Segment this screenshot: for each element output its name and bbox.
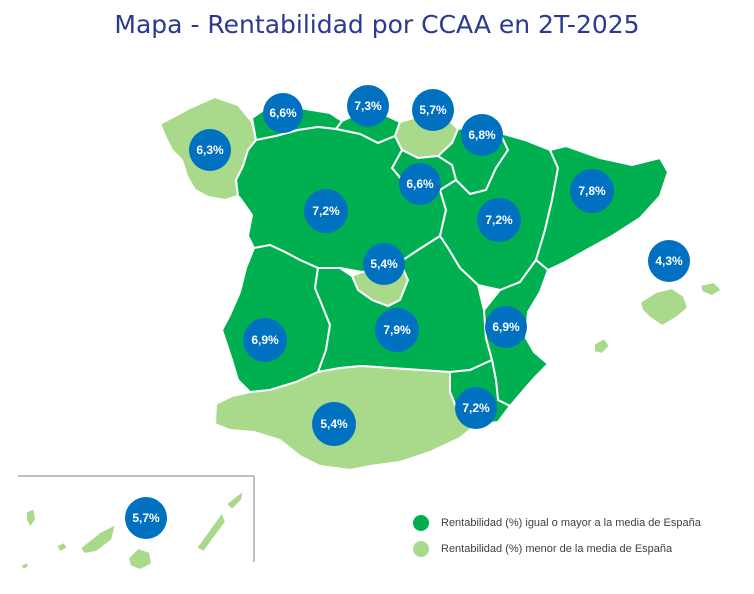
region-canarias-lanzarote[interactable] [224, 487, 246, 512]
region-canarias-fuerteventura[interactable] [194, 509, 228, 554]
value-label: 5,7% [419, 103, 447, 117]
bubble-galicia: 6,3% [189, 129, 231, 171]
bubble-cantabria: 7,3% [347, 85, 389, 127]
legend-label-above: Rentabilidad (%) igual o mayor a la medi… [441, 517, 701, 529]
bubble-castilla-y-leon: 7,2% [304, 189, 348, 233]
value-label: 5,4% [370, 257, 398, 271]
legend-swatch-above [413, 515, 429, 531]
bubble-andalucia: 5,4% [312, 402, 356, 446]
region-canarias-gomera[interactable] [54, 540, 70, 554]
region-baleares-mallorca[interactable] [638, 286, 690, 328]
canarias-inset [18, 475, 255, 572]
legend: Rentabilidad (%) igual o mayor a la medi… [413, 510, 743, 562]
legend-label-below: Rentabilidad (%) menor de la media de Es… [441, 543, 673, 555]
value-label: 7,3% [354, 99, 382, 113]
value-label: 7,9% [383, 323, 411, 337]
bubble-canarias: 5,7% [125, 497, 167, 539]
value-label: 6,9% [251, 333, 279, 347]
bubble-castilla-la-mancha: 7,9% [375, 308, 419, 352]
region-canarias-lapalma[interactable] [25, 506, 38, 530]
region-canarias-grancanaria[interactable] [126, 546, 154, 572]
bubble-la-rioja: 6,6% [399, 163, 441, 205]
bubble-cataluna: 7,8% [570, 169, 614, 213]
bubble-murcia: 7,2% [455, 387, 497, 429]
value-label: 7,2% [462, 401, 490, 415]
region-baleares-menorca[interactable] [698, 280, 724, 298]
value-label: 6,6% [269, 106, 297, 120]
value-label: 6,6% [406, 177, 434, 191]
region-canarias-tenerife[interactable] [78, 522, 118, 556]
bubble-pais-vasco: 5,7% [412, 89, 454, 131]
bubble-madrid: 5,4% [363, 243, 405, 285]
bubble-aragon: 7,2% [477, 198, 521, 242]
map-title: Mapa - Rentabilidad por CCAA en 2T-2025 [114, 10, 640, 39]
bubble-extremadura: 6,9% [243, 318, 287, 362]
bubble-valenciana: 6,9% [485, 306, 527, 348]
value-label: 6,8% [468, 128, 496, 142]
region-extremadura[interactable] [220, 243, 332, 394]
bubble-navarra: 6,8% [461, 114, 503, 156]
value-label: 5,7% [132, 511, 160, 525]
value-label: 7,2% [485, 213, 513, 227]
legend-item-above: Rentabilidad (%) igual o mayor a la medi… [413, 510, 743, 536]
legend-item-below: Rentabilidad (%) menor de la media de Es… [413, 536, 743, 562]
value-label: 6,9% [492, 320, 520, 334]
value-label: 5,4% [320, 417, 348, 431]
legend-swatch-below [413, 541, 429, 557]
region-canarias-hierro[interactable] [18, 560, 32, 572]
bubble-baleares: 4,3% [648, 240, 690, 282]
value-label: 7,2% [312, 204, 340, 218]
value-label: 6,3% [196, 143, 224, 157]
value-label: 7,8% [578, 184, 606, 198]
bubble-asturias: 6,6% [263, 93, 303, 133]
region-baleares-ibiza[interactable] [593, 336, 612, 356]
value-label: 4,3% [655, 254, 683, 268]
